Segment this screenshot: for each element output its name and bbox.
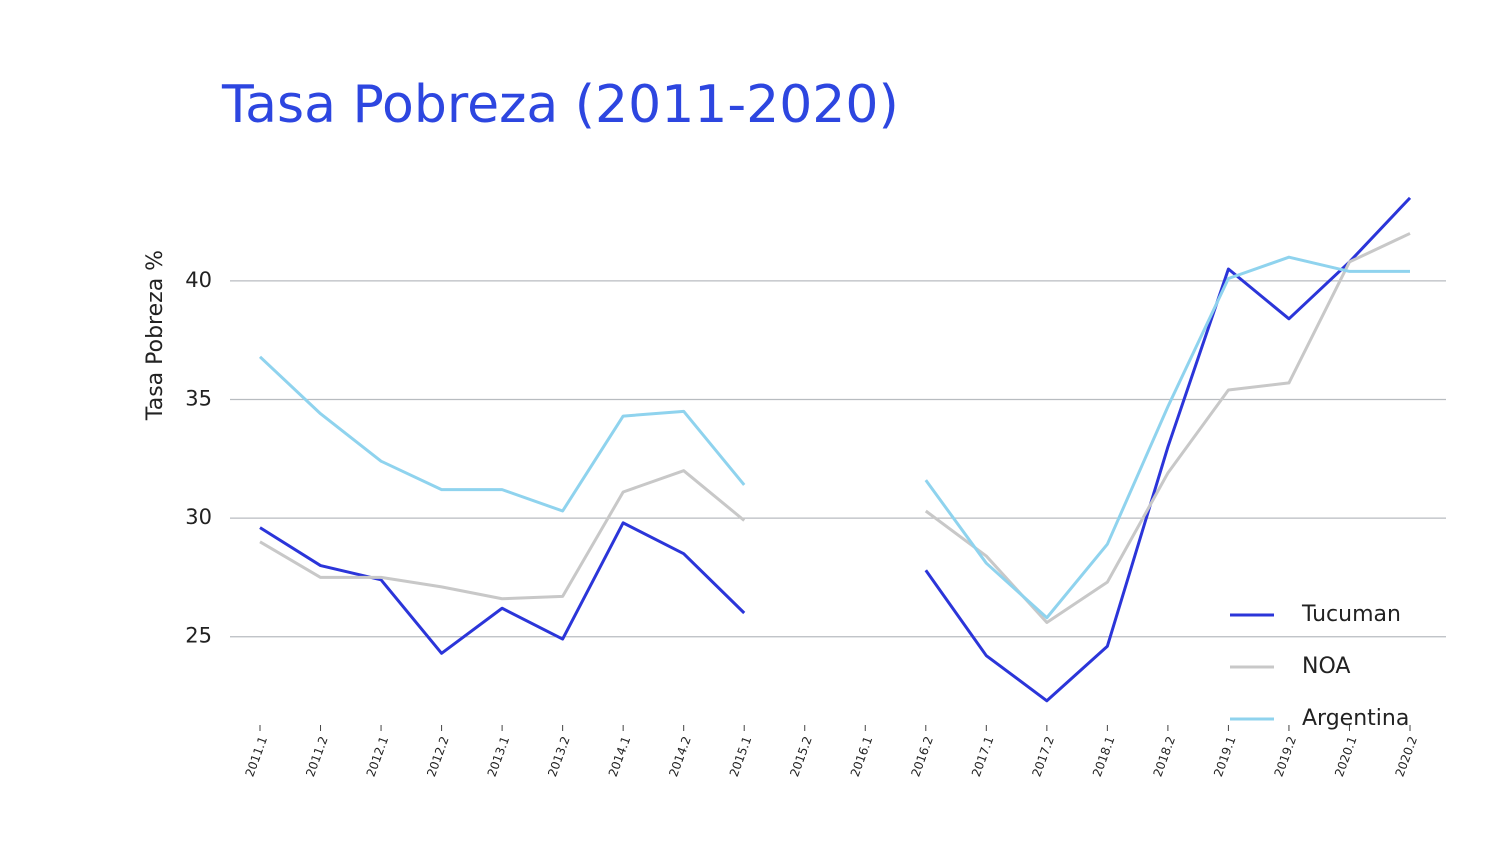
x-tick-label: 2019.2	[1272, 734, 1300, 778]
x-tick-label: 2015.2	[787, 734, 815, 778]
y-tick-label: 30	[185, 505, 212, 529]
legend-label: NOA	[1302, 654, 1350, 679]
y-axis-label: Tasa Pobreza %	[143, 250, 168, 421]
legend-label: Argentina	[1302, 706, 1409, 731]
line-series	[259, 232, 1411, 624]
x-tick-label: 2012.2	[424, 734, 452, 778]
x-tick-label: 2020.2	[1393, 734, 1421, 778]
x-tick-label: 2011.1	[243, 734, 271, 778]
legend-label: Tucuman	[1301, 602, 1401, 627]
line-series	[258, 255, 1410, 620]
chart-title: Tasa Pobreza (2011-2020)	[221, 75, 899, 135]
x-tick-label: 2014.2	[666, 734, 694, 778]
x-tick-label: 2018.2	[1150, 734, 1178, 778]
x-tick-label: 2011.2	[303, 734, 331, 778]
x-tick-label: 2013.2	[545, 734, 573, 778]
x-tick-label: 2017.2	[1029, 734, 1057, 778]
x-tick-label: 2015.1	[727, 734, 755, 778]
x-tick-label: 2013.1	[485, 734, 513, 778]
x-tick-label: 2016.1	[848, 734, 876, 778]
x-tick-label: 2012.1	[364, 734, 392, 778]
x-tick-label: 2017.1	[969, 734, 997, 778]
y-tick-label: 40	[185, 268, 212, 292]
x-tick-label: 2019.1	[1211, 734, 1239, 778]
x-tick-label: 2020.1	[1332, 734, 1360, 778]
x-tick-label: 2016.2	[908, 734, 936, 778]
y-tick-label: 35	[185, 386, 212, 410]
x-tick-label: 2018.1	[1090, 734, 1118, 778]
y-tick-label: 25	[185, 624, 212, 648]
line-series	[259, 196, 1412, 703]
x-tick-label: 2014.1	[606, 734, 634, 778]
